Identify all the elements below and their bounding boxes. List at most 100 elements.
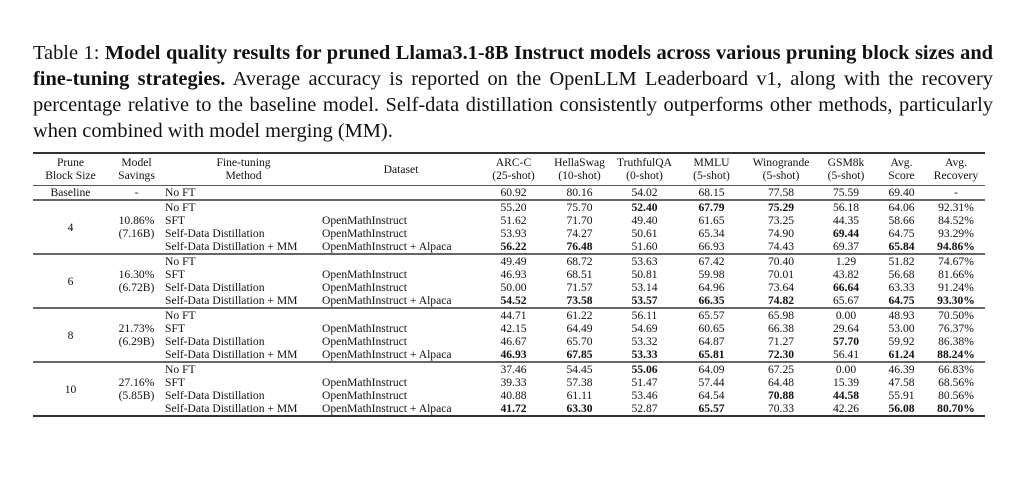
header-line-1: Prune bbox=[56, 156, 85, 169]
savings-params: (6.72B) bbox=[118, 281, 155, 294]
method: No FT bbox=[165, 363, 196, 376]
metric-cell: 56.22 bbox=[500, 240, 527, 253]
model-savings: 27.16% (5.85B) bbox=[108, 362, 165, 416]
metric-cell: 69.44 bbox=[832, 227, 860, 240]
metric-cell: 72.30 bbox=[767, 348, 795, 361]
results-table: Prune Block Size Model Savings Fine-tuning Me… bbox=[33, 152, 985, 417]
column-header: ARC-C (25-shot) bbox=[480, 153, 547, 186]
metric-cell: 73.25 bbox=[767, 214, 795, 227]
metric-cell: 71.70 bbox=[566, 214, 593, 227]
metric-cell: 88.24% bbox=[937, 348, 975, 361]
metric-cell: 64.87 bbox=[698, 335, 725, 348]
baseline-row: Baseline - No FT 60.92 80.16 54.02 68.15 77.58 7… bbox=[33, 186, 985, 201]
method: Self-Data Distillation + MM bbox=[165, 348, 298, 361]
metric-cell: 68.15 bbox=[698, 186, 725, 199]
metric-cell: 91.24% bbox=[938, 281, 974, 294]
header-line-2: (0-shot) bbox=[626, 169, 663, 182]
method: Self-Data Distillation bbox=[165, 281, 265, 294]
metric-cell: 74.27 bbox=[566, 227, 593, 240]
metric-cell: 51.62 bbox=[500, 214, 527, 227]
metric-cell: 61.24 bbox=[888, 348, 915, 361]
block-size: 10 bbox=[64, 382, 77, 396]
metric-cell: 50.81 bbox=[631, 268, 658, 281]
table-row: Self-Data Distillation OpenMathInstruct 50… bbox=[33, 281, 985, 294]
metric-cell: 92.31% bbox=[938, 201, 974, 214]
table-row: Self-Data Distillation + MM OpenMathInstr… bbox=[33, 402, 985, 416]
dataset: OpenMathInstruct bbox=[322, 389, 408, 402]
metric-cell: 44.58 bbox=[832, 389, 860, 402]
table-caption: Table 1: Model quality results for prune… bbox=[33, 40, 993, 144]
block-size-group: 4 10.86% (7.16B) No FT 55.20 75.70 52.40 67.79 7… bbox=[33, 200, 985, 254]
metric-cell: 55.20 bbox=[500, 201, 527, 214]
metric-cell: 0.00 bbox=[835, 309, 857, 322]
method: No FT bbox=[165, 255, 196, 268]
metric-cell: 77.58 bbox=[767, 186, 795, 199]
column-header: Avg. Score bbox=[876, 153, 927, 186]
metric-cell: 54.45 bbox=[566, 363, 593, 376]
metric-cell: 61.65 bbox=[698, 214, 725, 227]
method: Self-Data Distillation bbox=[165, 227, 265, 240]
savings-params: (5.85B) bbox=[118, 389, 155, 402]
metric-cell: 53.57 bbox=[631, 294, 658, 307]
method: No FT bbox=[165, 186, 196, 199]
block-size: 4 bbox=[67, 220, 74, 234]
method: Self-Data Distillation bbox=[165, 389, 265, 402]
metric-cell: 75.59 bbox=[832, 186, 860, 199]
block-size-group: 10 27.16% (5.85B) No FT 37.46 54.45 55.06 64.09… bbox=[33, 362, 985, 416]
block-size: 6 bbox=[67, 274, 74, 288]
metric-cell: 56.41 bbox=[832, 348, 860, 361]
metric-cell: 48.93 bbox=[888, 309, 915, 322]
header-line-1: Winogrande bbox=[752, 156, 810, 169]
metric-cell: 46.93 bbox=[500, 268, 527, 281]
metric-cell: 67.79 bbox=[698, 201, 725, 214]
metric-cell: 47.58 bbox=[888, 376, 915, 389]
method: Self-Data Distillation + MM bbox=[165, 294, 298, 307]
metric-cell: 66.83% bbox=[938, 363, 974, 376]
metric-cell: 65.57 bbox=[698, 309, 725, 322]
dataset: OpenMathInstruct + Alpaca bbox=[322, 348, 452, 361]
column-header: Avg. Recovery bbox=[927, 153, 985, 186]
table-row: Self-Data Distillation + MM OpenMathInstr… bbox=[33, 348, 985, 362]
metric-cell: 65.57 bbox=[698, 402, 725, 415]
metric-cell: 55.06 bbox=[631, 363, 658, 376]
metric-cell: - bbox=[954, 186, 958, 199]
method: No FT bbox=[165, 309, 196, 322]
metric-cell: 73.64 bbox=[767, 281, 795, 294]
metric-cell: 70.40 bbox=[767, 255, 795, 268]
metric-cell: 56.08 bbox=[888, 402, 915, 415]
caption-label: Table 1: bbox=[33, 42, 100, 64]
metric-cell: 93.30% bbox=[937, 294, 975, 307]
metric-cell: 60.65 bbox=[698, 322, 725, 335]
dataset: OpenMathInstruct + Alpaca bbox=[322, 240, 452, 253]
metric-cell: 56.11 bbox=[631, 309, 658, 322]
metric-cell: 71.27 bbox=[767, 335, 795, 348]
metric-cell: 73.58 bbox=[566, 294, 593, 307]
metric-cell: 74.90 bbox=[767, 227, 795, 240]
metric-cell: 42.15 bbox=[500, 322, 527, 335]
metric-cell: 0.00 bbox=[835, 363, 857, 376]
dataset bbox=[322, 362, 480, 376]
metric-cell: 52.87 bbox=[631, 402, 658, 415]
block-size-group: 6 16.30% (6.72B) No FT 49.49 68.72 53.63 67.42 7… bbox=[33, 254, 985, 308]
metric-cell: 61.11 bbox=[566, 389, 593, 402]
metric-cell: 70.33 bbox=[767, 402, 795, 415]
metric-cell: 53.63 bbox=[631, 255, 658, 268]
metric-cell: 39.33 bbox=[500, 376, 527, 389]
table-row: 10 27.16% (5.85B) No FT 37.46 54.45 55.06 64.09… bbox=[33, 362, 985, 402]
metric-cell: 51.60 bbox=[631, 240, 658, 253]
table-row: Self-Data Distillation + MM OpenMathInstr… bbox=[33, 294, 985, 308]
dataset: OpenMathInstruct bbox=[322, 335, 408, 348]
metric-cell: 64.75 bbox=[888, 294, 915, 307]
header-line-2: Method bbox=[225, 169, 262, 182]
metric-cell: 46.93 bbox=[500, 348, 527, 361]
table-row: 8 21.73% (6.29B) No FT 44.71 61.22 56.11 65.57 6… bbox=[33, 308, 985, 348]
metric-cell: 37.46 bbox=[500, 363, 527, 376]
metric-cell: 41.72 bbox=[500, 402, 527, 415]
metric-cell: 64.49 bbox=[566, 322, 593, 335]
metric-cell: 56.68 bbox=[888, 268, 915, 281]
dataset: OpenMathInstruct bbox=[322, 214, 408, 227]
metric-cell: 75.29 bbox=[767, 201, 795, 214]
metric-cell: 69.37 bbox=[832, 240, 860, 253]
metric-cell: 65.34 bbox=[698, 227, 725, 240]
metric-cell: 66.38 bbox=[767, 322, 795, 335]
